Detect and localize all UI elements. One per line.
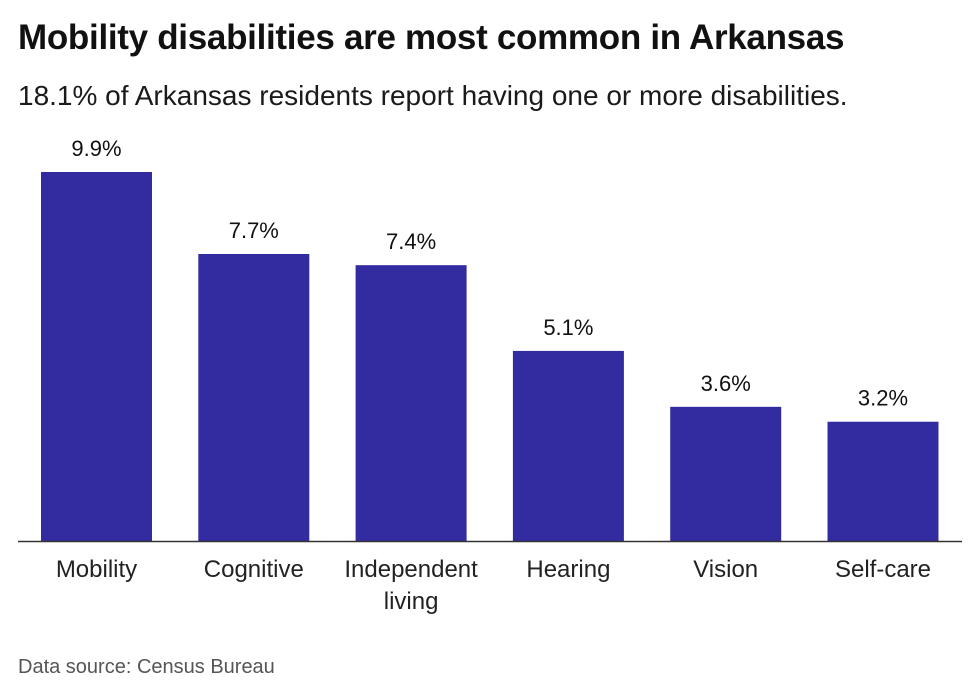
- category-label-line: Mobility: [56, 556, 137, 583]
- data-label: 5.1%: [543, 315, 593, 340]
- data-source-note: Data source: Census Bureau: [18, 656, 275, 678]
- category-label: Independent living: [344, 556, 478, 615]
- data-label: 9.9%: [71, 136, 121, 161]
- data-label: 7.7%: [229, 218, 279, 243]
- chart-subtitle: 18.1% of Arkansas residents report havin…: [18, 80, 848, 111]
- category-label-line: Hearing: [526, 556, 610, 583]
- bar-independent-living: [355, 265, 467, 541]
- category-label: Vision: [693, 556, 758, 583]
- category-label-line: Cognitive: [204, 556, 304, 583]
- category-label: Self-care: [835, 556, 931, 583]
- category-label: Hearing: [526, 556, 610, 583]
- bar-cognitive: [198, 254, 310, 541]
- data-label: 3.6%: [701, 371, 751, 396]
- category-label-line: living: [384, 588, 439, 615]
- bar-vision: [670, 406, 782, 541]
- category-label-line: Independent: [344, 556, 478, 583]
- bar-hearing: [512, 350, 624, 541]
- bar-mobility: [41, 172, 152, 541]
- category-label: Mobility: [56, 556, 137, 583]
- bar-chart: 9.9% Mobility 7.7% Cognitive 7.4% Independent…: [18, 136, 962, 615]
- chart-title: Mobility disabilities are most common in…: [18, 18, 845, 57]
- data-label: 7.4%: [386, 229, 436, 254]
- category-label-line: Vision: [693, 556, 758, 583]
- data-label: 3.2%: [858, 386, 908, 411]
- category-label-line: Self-care: [835, 556, 931, 583]
- category-label: Cognitive: [204, 556, 304, 583]
- bar-self-care: [827, 421, 939, 541]
